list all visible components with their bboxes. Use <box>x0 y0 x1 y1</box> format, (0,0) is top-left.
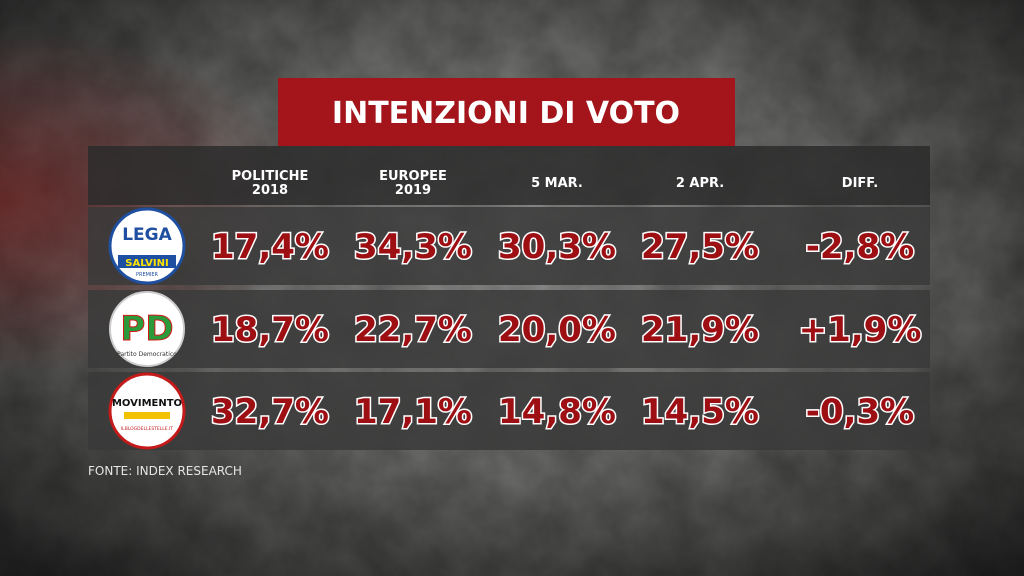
header-row <box>88 146 930 205</box>
column-header: POLITICHE <box>232 169 309 184</box>
source: FONTE: INDEX RESEARCH <box>88 464 242 478</box>
row-bg <box>88 290 930 368</box>
column-header: EUROPEE <box>379 169 447 184</box>
cell-value: 18,7% <box>211 310 329 350</box>
cell-value: 17,4% <box>211 227 329 267</box>
logo-m5s <box>108 372 186 450</box>
column-header: 2019 <box>395 183 431 198</box>
cell-value: -2,8% <box>806 227 914 267</box>
title-box <box>278 78 735 146</box>
logos: LEGA SALVINI PREMIER PD Partito Democrat… <box>108 207 186 450</box>
logo-pd <box>109 291 185 367</box>
logo-stars <box>124 412 170 419</box>
title: INTENZIONI DI VOTO <box>332 96 680 131</box>
logo-text: PD <box>120 309 173 349</box>
cell-value: 21,9% <box>641 310 759 350</box>
column-header: 2 APR. <box>676 176 724 191</box>
logo-text: Partito Democratico <box>117 351 177 358</box>
cell-value: 30,3% <box>498 227 616 267</box>
row-bg <box>88 207 930 285</box>
column-header: 2018 <box>252 183 288 198</box>
cell-value: 14,8% <box>498 392 616 432</box>
column-header: DIFF. <box>842 176 878 191</box>
logo-text: LEGA <box>122 225 172 245</box>
logo-text: MOVIMENTO <box>112 398 182 409</box>
cell-value: 17,1% <box>354 392 472 432</box>
cell-value: 32,7% <box>211 392 329 432</box>
row-bg <box>88 372 930 450</box>
column-header: 5 MAR. <box>531 176 583 191</box>
cell-value: 14,5% <box>641 392 759 432</box>
cell-value: 22,7% <box>354 310 472 350</box>
cell-value: 20,0% <box>498 310 616 350</box>
logo-text: SALVINI <box>125 258 169 269</box>
logo-text: ILBLOGDELLESTELLE.IT <box>121 426 174 432</box>
cell-value: +1,9% <box>799 310 922 350</box>
cell-value: -0,3% <box>806 392 914 432</box>
logo-band <box>118 255 176 268</box>
cell-value: 34,3% <box>354 227 472 267</box>
cell-value: 27,5% <box>641 227 759 267</box>
logo-text: PREMIER <box>136 272 159 278</box>
